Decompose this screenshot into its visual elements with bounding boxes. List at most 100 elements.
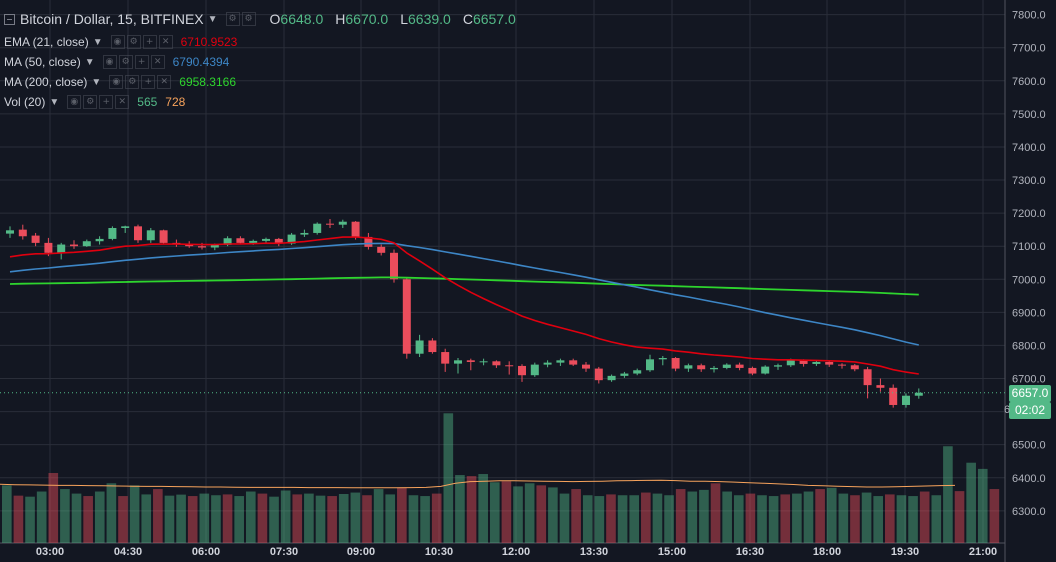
volume-bar bbox=[815, 489, 825, 543]
candle-body bbox=[633, 370, 642, 374]
collapse-icon[interactable] bbox=[4, 13, 15, 25]
indicator-name[interactable]: MA (50, close) bbox=[4, 55, 81, 69]
candle bbox=[300, 229, 309, 237]
indicator-name[interactable]: MA (200, close) bbox=[4, 75, 88, 89]
candle-body bbox=[774, 365, 782, 367]
candle bbox=[646, 354, 654, 372]
candle-body bbox=[364, 236, 373, 247]
candle bbox=[902, 393, 910, 408]
candle bbox=[569, 358, 578, 366]
volume-bar bbox=[919, 491, 930, 543]
candle-body bbox=[454, 360, 462, 364]
volume-bar bbox=[768, 496, 779, 543]
x-tick-label: 07:30 bbox=[270, 546, 298, 558]
settings-icon[interactable]: ⚙ bbox=[125, 75, 140, 89]
close-icon[interactable]: ✕ bbox=[150, 55, 165, 69]
settings-icon[interactable]: ⚙ bbox=[225, 12, 240, 26]
candle bbox=[95, 236, 104, 245]
volume-ma-line bbox=[0, 479, 956, 489]
volume-bar bbox=[873, 496, 884, 543]
candle-body bbox=[95, 238, 104, 242]
x-tick-label: 15:00 bbox=[658, 546, 686, 558]
candle bbox=[454, 358, 462, 374]
candle-body bbox=[377, 246, 386, 253]
settings-icon[interactable]: ⚙ bbox=[83, 95, 98, 109]
plus-icon[interactable]: + bbox=[142, 35, 157, 49]
candle-body bbox=[466, 360, 475, 362]
indicator-name[interactable]: Vol (20) bbox=[4, 95, 46, 109]
candle-body bbox=[262, 238, 270, 241]
eye-icon[interactable]: ◉ bbox=[110, 35, 125, 49]
candle-body bbox=[249, 240, 258, 243]
plus-icon[interactable]: + bbox=[99, 95, 114, 109]
candle-body bbox=[543, 362, 552, 365]
chevron-down-icon[interactable]: ▼ bbox=[49, 96, 60, 108]
legend-ma-200: MA (200, close) ▼ ◉ ⚙ + ✕ 6958.3166 bbox=[4, 72, 522, 92]
candle-body bbox=[287, 234, 296, 244]
candle-body bbox=[57, 244, 66, 253]
candle bbox=[466, 358, 475, 371]
settings-icon[interactable]: ⚙ bbox=[118, 55, 133, 69]
eye-icon[interactable]: ◉ bbox=[102, 55, 117, 69]
candle bbox=[70, 240, 78, 249]
candle-body bbox=[582, 364, 590, 369]
candle-body bbox=[198, 246, 206, 248]
candle-body bbox=[415, 340, 424, 354]
eye-icon[interactable]: ◉ bbox=[109, 75, 124, 89]
volume-bar bbox=[489, 482, 500, 543]
symbol-title[interactable]: Bitcoin / Dollar, 15, BITFINEX bbox=[20, 11, 204, 27]
volume-bar bbox=[83, 496, 93, 543]
candle-body bbox=[812, 361, 821, 364]
candle-body bbox=[18, 229, 27, 237]
volume-ma-value: 728 bbox=[165, 95, 186, 109]
chevron-down-icon[interactable]: ▼ bbox=[92, 36, 103, 48]
candle-body bbox=[390, 252, 398, 280]
chevron-down-icon[interactable]: ▼ bbox=[91, 76, 102, 88]
candle-body bbox=[338, 221, 347, 225]
x-tick-label: 10:30 bbox=[425, 546, 453, 558]
plus-icon[interactable]: + bbox=[141, 75, 156, 89]
close-icon[interactable]: ✕ bbox=[157, 75, 172, 89]
volume-bar bbox=[641, 492, 651, 543]
ohlc-high: H6670.0 bbox=[335, 11, 389, 27]
settings-icon[interactable]: ⚙ bbox=[126, 35, 141, 49]
candle-body bbox=[838, 364, 846, 366]
candle bbox=[274, 237, 283, 247]
candle bbox=[313, 222, 322, 235]
volume-bar bbox=[234, 496, 244, 543]
indicator-name[interactable]: EMA (21, close) bbox=[4, 35, 89, 49]
volume-bar bbox=[513, 486, 523, 543]
volume-value: 565 bbox=[137, 95, 158, 109]
volume-bar bbox=[443, 413, 454, 543]
candle-body bbox=[799, 360, 808, 364]
volume-bar bbox=[966, 462, 976, 543]
plus-icon[interactable]: + bbox=[134, 55, 149, 69]
close-icon[interactable]: ✕ bbox=[158, 35, 173, 49]
candle-body bbox=[735, 364, 744, 368]
y-tick-label: 6800.0 bbox=[1012, 340, 1046, 352]
volume-bar bbox=[362, 495, 372, 543]
chevron-down-icon[interactable]: ▼ bbox=[84, 56, 95, 68]
candle-body bbox=[326, 223, 334, 225]
volume-bar bbox=[536, 485, 547, 543]
eye-icon[interactable]: ◉ bbox=[67, 95, 82, 109]
volume-bar bbox=[48, 473, 59, 543]
volume-bar bbox=[699, 489, 709, 543]
candle bbox=[684, 363, 693, 372]
volume-bar bbox=[13, 495, 24, 543]
candle bbox=[377, 244, 386, 256]
volume-bar bbox=[571, 489, 581, 543]
y-tick-label: 7000.0 bbox=[1012, 274, 1046, 286]
format-icon[interactable]: ⚙ bbox=[241, 12, 256, 26]
volume-bar bbox=[118, 496, 128, 543]
candle-body bbox=[313, 223, 322, 233]
candle bbox=[658, 356, 667, 366]
candle-body bbox=[351, 221, 360, 237]
close-icon[interactable]: ✕ bbox=[115, 95, 130, 109]
volume-bar bbox=[304, 493, 314, 543]
candle-body bbox=[863, 369, 872, 386]
chevron-down-icon[interactable]: ▼ bbox=[207, 13, 218, 25]
candle-body bbox=[82, 241, 91, 247]
